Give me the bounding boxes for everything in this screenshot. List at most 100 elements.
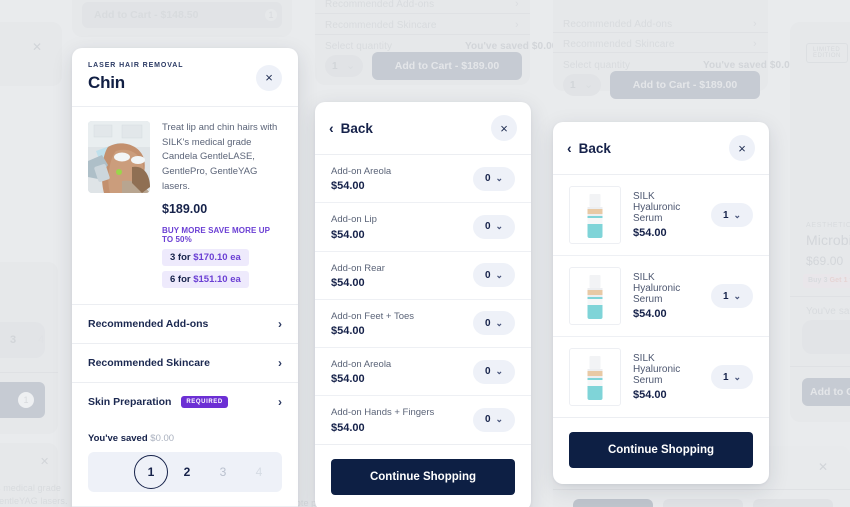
product-description: Treat lip and chin hairs with SILK's med… bbox=[162, 122, 278, 192]
bg-top-right-saved: You've saved $0.00 bbox=[703, 60, 796, 71]
bg-top-right-divider-0 bbox=[553, 32, 768, 33]
bg-top-left-cta-count: 1 bbox=[265, 9, 277, 21]
quantity-option-2[interactable]: 2 bbox=[183, 464, 191, 479]
product-price: $189.00 bbox=[162, 201, 208, 216]
quantity-stepper[interactable]: 0 ⌄ bbox=[473, 166, 515, 191]
bg-left-close-icon: ✕ bbox=[32, 40, 43, 54]
product-body: Treat lip and chin hairs with SILK's med… bbox=[72, 107, 298, 304]
list-item[interactable]: Add-on Areola $54.00 0 ⌄ bbox=[315, 155, 531, 202]
list-item[interactable]: SILK Hyaluronic Serum $54.00 1 ⌄ bbox=[553, 255, 769, 336]
chevron-down-icon: ⌄ bbox=[495, 269, 504, 280]
bg-top-mid-qty-pill bbox=[325, 55, 363, 77]
bg-far-right-badge: LIMITED EDITION bbox=[806, 43, 848, 63]
skincare-list: SILK Hyaluronic Serum $54.00 1 ⌄ SILK Hy… bbox=[553, 175, 769, 417]
list-item[interactable]: Add-on Hands + Fingers $54.00 0 ⌄ bbox=[315, 395, 531, 443]
addon-info: Add-on Areola $54.00 bbox=[331, 359, 392, 386]
list-item[interactable]: Add-on Areola $54.00 0 ⌄ bbox=[315, 347, 531, 395]
quantity-option-3[interactable]: 3 bbox=[219, 464, 227, 479]
addon-info: Add-on Hands + Fingers $54.00 bbox=[331, 407, 435, 434]
bg-bottom-filter-close-icon: ✕ bbox=[818, 460, 829, 474]
promo-pill[interactable]: 3 for $170.10 ea bbox=[162, 248, 249, 266]
close-icon[interactable]: × bbox=[729, 135, 755, 161]
list-item[interactable]: Add-on Rear $54.00 0 ⌄ bbox=[315, 250, 531, 299]
list-item[interactable]: Add-on Feet + Toes $54.00 0 ⌄ bbox=[315, 298, 531, 347]
product-modal-header: LASER HAIR REMOVAL Chin × bbox=[72, 48, 298, 107]
bg-bottom-filter-chip-1 bbox=[573, 499, 653, 507]
continue-shopping-label: Continue Shopping bbox=[369, 470, 477, 483]
quantity-option-1[interactable]: 1 bbox=[134, 454, 168, 489]
quantity-stepper[interactable]: 0 ⌄ bbox=[473, 214, 515, 239]
bg-top-mid-divider-0 bbox=[315, 13, 530, 14]
skincare-modal-header: ‹ Back × bbox=[553, 122, 769, 175]
bg-top-right-row-0: Recommended Add-ons bbox=[563, 19, 673, 30]
chevron-down-icon: ⌄ bbox=[733, 290, 742, 301]
product-info: SILK Hyaluronic Serum $54.00 bbox=[633, 191, 699, 239]
list-item[interactable]: SILK Hyaluronic Serum $54.00 1 ⌄ bbox=[553, 175, 769, 255]
bg-far-right-divider bbox=[790, 296, 850, 297]
bg-top-mid-qty-value: 1 bbox=[332, 61, 338, 72]
serum-bottle-icon bbox=[587, 194, 603, 238]
listrow-label: Recommended Add-ons bbox=[88, 317, 209, 330]
product-thumbnail bbox=[88, 121, 150, 193]
list-item[interactable]: Add-on Lip $54.00 0 ⌄ bbox=[315, 202, 531, 250]
cta-divider: Add to Cart - $189.00 1 bbox=[72, 505, 298, 507]
product-price: $54.00 bbox=[633, 227, 667, 239]
bg-bottom-left-desc-1: s medical grade bbox=[0, 483, 62, 493]
bg-bottom-filter-divider bbox=[553, 489, 850, 490]
back-button[interactable]: ‹ Back bbox=[329, 121, 373, 136]
sidebar-item-skin-preparation[interactable]: Skin Preparation REQUIRED › bbox=[72, 381, 298, 421]
quantity-stepper[interactable]: 0 ⌄ bbox=[473, 407, 515, 432]
bg-top-mid-row-0: Recommended Add-ons bbox=[325, 0, 435, 10]
chevron-right-icon: › bbox=[278, 355, 282, 370]
bg-top-left-cta: Add to Cart - $148.50 bbox=[82, 2, 282, 28]
quantity-stepper[interactable]: 1 ⌄ bbox=[711, 365, 753, 389]
bg-top-mid-qty-chevron: ⌄ bbox=[346, 60, 356, 72]
close-icon[interactable]: × bbox=[256, 64, 282, 91]
addon-info: Add-on Lip $54.00 bbox=[331, 214, 377, 241]
saved-value: $0.00 bbox=[150, 432, 175, 444]
bg-top-mid-divider-1 bbox=[315, 34, 530, 35]
bg-left-edge-qty-4: 4 bbox=[38, 334, 45, 346]
quantity-stepper[interactable]: 0 ⌄ bbox=[473, 311, 515, 336]
product-thumbnail bbox=[569, 267, 621, 325]
listrow-label: Skin Preparation bbox=[88, 395, 172, 408]
bg-far-right-qtybar bbox=[802, 320, 850, 354]
list-item[interactable]: SILK Hyaluronic Serum $54.00 1 ⌄ bbox=[553, 336, 769, 417]
close-icon[interactable]: × bbox=[491, 115, 517, 141]
quantity-stepper[interactable]: 1 ⌄ bbox=[711, 284, 753, 308]
quantity-option-4[interactable]: 4 bbox=[255, 464, 263, 479]
promo-pill[interactable]: 6 for $151.10 ea bbox=[162, 270, 249, 288]
chevron-down-icon: ⌄ bbox=[495, 414, 504, 425]
bg-top-right-qty-value: 1 bbox=[570, 80, 576, 91]
listrow-label: Recommended Skincare bbox=[88, 356, 210, 369]
chevron-right-icon: › bbox=[278, 316, 282, 331]
addon-info: Add-on Rear $54.00 bbox=[331, 262, 385, 289]
back-label: Back bbox=[578, 140, 611, 156]
continue-shopping-button[interactable]: Continue Shopping bbox=[331, 458, 515, 495]
quantity-stepper[interactable]: 1 2 3 4 bbox=[88, 451, 282, 492]
back-button[interactable]: ‹ Back bbox=[567, 141, 611, 156]
bg-bottom-left-close-icon: ✕ bbox=[40, 456, 50, 468]
quantity-stepper[interactable]: 1 ⌄ bbox=[711, 203, 753, 227]
continue-shopping-label: Continue Shopping bbox=[607, 444, 715, 456]
bg-far-right-eyebrow: AESTHETICS RX bbox=[806, 222, 850, 229]
cta-divider: Continue Shopping bbox=[553, 417, 769, 468]
continue-shopping-button[interactable]: Continue Shopping bbox=[569, 432, 753, 468]
bg-far-right-cta-label: Add to C bbox=[810, 386, 850, 398]
bg-top-right-row-1: Recommended Skincare bbox=[563, 39, 675, 50]
product-info: SILK Hyaluronic Serum $54.00 bbox=[633, 272, 699, 320]
bg-left-edge-cta-count: 1 bbox=[18, 392, 34, 408]
bg-top-right-chevron-1: › bbox=[753, 38, 757, 50]
bg-top-mid-chevron-1: › bbox=[515, 19, 519, 31]
listrow-group: Skin Preparation REQUIRED bbox=[88, 396, 228, 408]
chevron-down-icon: ⌄ bbox=[495, 317, 504, 328]
product-modal-titleblock: LASER HAIR REMOVAL Chin bbox=[88, 62, 183, 93]
sidebar-item-recommended-addons[interactable]: Recommended Add-ons › bbox=[72, 303, 298, 343]
sidebar-item-recommended-skincare[interactable]: Recommended Skincare › bbox=[72, 342, 298, 382]
serum-bottle-icon bbox=[587, 275, 603, 319]
addon-info: Add-on Feet + Toes $54.00 bbox=[331, 310, 415, 337]
quantity-stepper[interactable]: 0 ⌄ bbox=[473, 359, 515, 384]
quantity-stepper[interactable]: 0 ⌄ bbox=[473, 263, 515, 288]
product-info: Treat lip and chin hairs with SILK's med… bbox=[162, 121, 282, 288]
bg-bottom-filter-chip-2 bbox=[663, 499, 743, 507]
